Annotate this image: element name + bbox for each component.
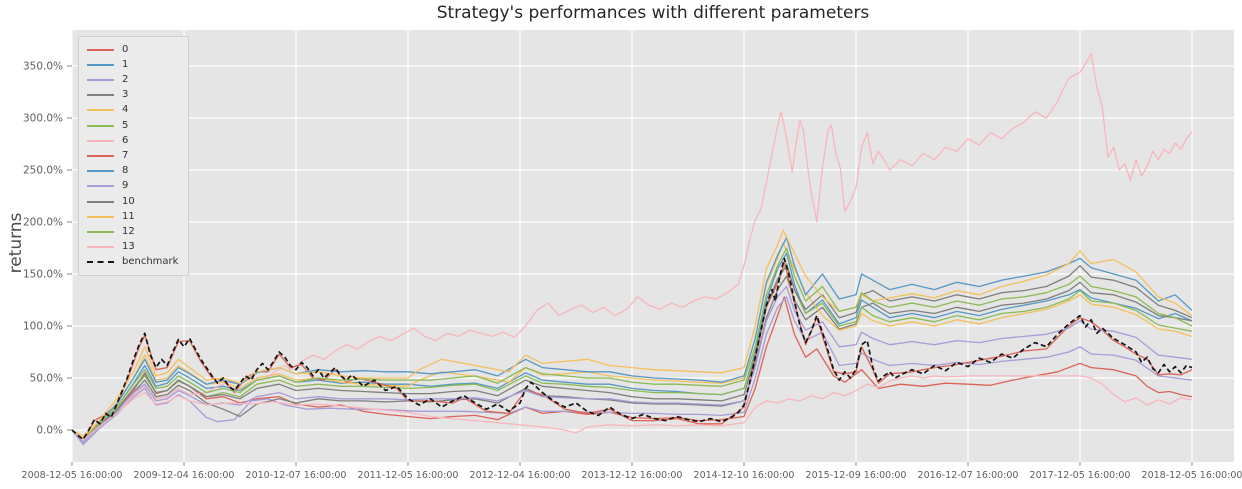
x-tick-label: 2012-12-04 16:00:00 <box>470 470 571 481</box>
legend-swatch-benchmark <box>87 261 114 264</box>
legend-swatch-0 <box>87 48 114 51</box>
series-line-13 <box>71 375 1193 442</box>
series-line-6 <box>71 52 1193 439</box>
series-line-8 <box>71 236 1193 442</box>
legend-label-12: 12 <box>122 225 135 237</box>
legend-label-6: 6 <box>122 134 129 146</box>
legend-label-2: 2 <box>122 73 129 85</box>
y-tick-label: 0.0% <box>36 425 63 437</box>
x-tick-label: 2015-12-09 16:00:00 <box>806 470 907 481</box>
series-line-11 <box>71 229 1193 437</box>
y-axis-label: returns <box>6 212 26 274</box>
legend-item-10: 10 <box>87 194 178 209</box>
legend-swatch-8 <box>87 170 114 173</box>
series-line-benchmark <box>71 257 1193 441</box>
legend-swatch-2 <box>87 78 114 81</box>
legend-item-3: 3 <box>87 88 178 103</box>
legend-label-13: 13 <box>122 241 135 253</box>
legend-label-0: 0 <box>122 43 129 55</box>
legend-label-10: 10 <box>122 195 135 207</box>
legend-item-12: 12 <box>87 224 178 239</box>
series-line-0 <box>71 296 1193 441</box>
legend-item-benchmark: benchmark <box>87 255 178 270</box>
chart-title: Strategy's performances with different p… <box>436 3 870 23</box>
legend-swatch-1 <box>87 63 114 66</box>
y-tick-label: 300.0% <box>23 113 63 125</box>
series-line-1 <box>71 252 1193 444</box>
series-line-5 <box>71 262 1193 443</box>
legend-label-4: 4 <box>122 104 129 116</box>
y-tick-label: 100.0% <box>23 321 63 333</box>
x-tick-label: 2018-12-05 16:00:00 <box>1142 470 1242 481</box>
legend-label-7: 7 <box>122 149 129 161</box>
series-line-10 <box>71 265 1193 442</box>
legend-item-13: 13 <box>87 240 178 255</box>
legend-item-7: 7 <box>87 148 178 163</box>
x-tick-label: 2011-12-05 16:00:00 <box>358 470 459 481</box>
legend-item-11: 11 <box>87 209 178 224</box>
legend-item-6: 6 <box>87 133 178 148</box>
legend-swatch-12 <box>87 230 114 233</box>
legend: 0 1 2 3 4 5 6 7 8 9 10 11 12 13 benchmark <box>78 36 190 276</box>
x-tick-label: 2010-12-07 16:00:00 <box>246 470 347 481</box>
legend-label-9: 9 <box>122 180 129 192</box>
y-tick-label: 50.0% <box>30 373 63 385</box>
legend-swatch-5 <box>87 124 114 127</box>
x-tick-label: 2013-12-12 16:00:00 <box>582 470 683 481</box>
legend-item-9: 9 <box>87 179 178 194</box>
legend-item-5: 5 <box>87 118 178 133</box>
x-tick-label: 2016-12-07 16:00:00 <box>918 470 1019 481</box>
legend-swatch-11 <box>87 215 114 218</box>
legend-label-benchmark: benchmark <box>122 256 179 268</box>
y-tick-label: 150.0% <box>23 269 63 281</box>
legend-item-8: 8 <box>87 164 178 179</box>
y-tick-label: 350.0% <box>23 61 63 73</box>
legend-swatch-13 <box>87 246 114 249</box>
legend-label-11: 11 <box>122 210 135 222</box>
y-tick-label: 250.0% <box>23 165 63 177</box>
legend-item-0: 0 <box>87 42 178 57</box>
legend-swatch-7 <box>87 154 114 157</box>
plot-background <box>72 30 1234 462</box>
legend-swatch-9 <box>87 185 114 188</box>
y-tick-label: 200.0% <box>23 217 63 229</box>
legend-label-8: 8 <box>122 165 129 177</box>
x-tick-label: 2017-12-05 16:00:00 <box>1030 470 1131 481</box>
legend-label-5: 5 <box>122 119 129 131</box>
legend-item-2: 2 <box>87 72 178 87</box>
legend-swatch-3 <box>87 94 114 97</box>
legend-item-1: 1 <box>87 57 178 72</box>
legend-label-1: 1 <box>122 58 129 70</box>
legend-swatch-4 <box>87 109 114 112</box>
series-line-4 <box>71 242 1193 439</box>
legend-item-4: 4 <box>87 103 178 118</box>
x-tick-label: 2008-12-05 16:00:00 <box>22 470 123 481</box>
legend-swatch-6 <box>87 139 114 142</box>
legend-swatch-10 <box>87 200 114 203</box>
series-line-12 <box>71 247 1193 441</box>
x-tick-label: 2009-12-04 16:00:00 <box>134 470 235 481</box>
legend-label-3: 3 <box>122 89 129 101</box>
x-tick-label: 2014-12-10 16:00:00 <box>694 470 795 481</box>
series-line-7 <box>71 260 1193 442</box>
